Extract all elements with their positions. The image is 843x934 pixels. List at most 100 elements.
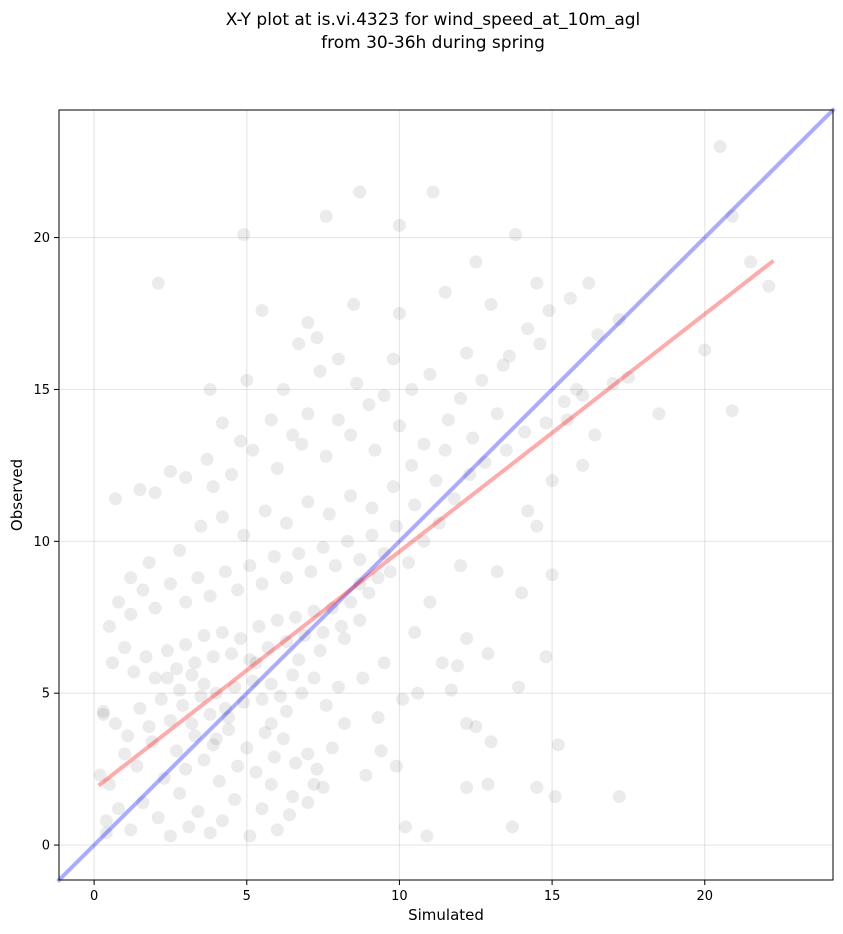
scatter-point <box>194 689 208 703</box>
scatter-point <box>225 467 239 481</box>
scatter-point <box>197 677 211 691</box>
scatter-point <box>252 619 266 633</box>
trend-lines <box>56 107 836 883</box>
scatter-point <box>264 777 278 791</box>
scatter-point <box>276 732 290 746</box>
scatter-point <box>441 413 455 427</box>
scatter-point <box>331 413 345 427</box>
scatter-point <box>481 647 495 661</box>
chart-title-line-2: from 30-36h during spring <box>321 33 545 53</box>
scatter-point <box>145 735 159 749</box>
scatter-point <box>234 434 248 448</box>
scatter-point <box>99 814 113 828</box>
scatter-point <box>502 349 516 363</box>
scatter-point <box>96 704 110 718</box>
scatter-point <box>337 632 351 646</box>
scatter-point <box>127 665 141 679</box>
scatter-point <box>136 796 150 810</box>
scatter-point <box>530 276 544 290</box>
scatter-point <box>383 565 397 579</box>
grid-lines <box>59 110 833 880</box>
scatter-point <box>292 337 306 351</box>
plot-area-frame <box>58 109 834 881</box>
scatter-point <box>377 389 391 403</box>
scatter-point <box>319 449 333 463</box>
scatter-point <box>292 546 306 560</box>
scatter-point <box>279 635 293 649</box>
scatter-point <box>545 568 559 582</box>
scatter-point <box>255 802 269 816</box>
scatter-point <box>243 829 257 843</box>
scatter-point <box>612 789 626 803</box>
scatter-point <box>163 714 177 728</box>
scatter-point <box>188 729 202 743</box>
scatter-point <box>481 777 495 791</box>
scatter-point <box>185 717 199 731</box>
scatter-point <box>386 352 400 366</box>
scatter-point <box>444 683 458 697</box>
y-tick-label: 0 <box>42 839 50 854</box>
scatter-point <box>389 519 403 533</box>
scatter-point <box>353 185 367 199</box>
scatter-point <box>108 492 122 506</box>
scatter-point <box>463 467 477 481</box>
scatter-point <box>331 680 345 694</box>
scatter-point <box>112 595 126 609</box>
scatter-point <box>118 747 132 761</box>
scatter-point <box>133 483 147 497</box>
scatter-point <box>267 750 281 764</box>
scatter-point <box>170 744 184 758</box>
scatter-point <box>173 543 187 557</box>
scatter-point <box>139 650 153 664</box>
scatter-point <box>307 604 321 618</box>
scatter-point <box>447 492 461 506</box>
scatter-point <box>344 428 358 442</box>
scatter-point <box>203 382 217 396</box>
scatter-point <box>744 255 758 269</box>
scatter-point <box>237 695 251 709</box>
scatter-point <box>102 777 116 791</box>
scatter-point <box>365 528 379 542</box>
scatter-point <box>454 392 468 406</box>
scatter-point <box>337 717 351 731</box>
scatter-point <box>499 443 513 457</box>
scatter-point <box>392 419 406 433</box>
scatter-point <box>267 550 281 564</box>
scatter-point <box>203 589 217 603</box>
scatter-point <box>606 376 620 390</box>
scatter-point <box>307 671 321 685</box>
scatter-point <box>508 228 522 242</box>
scatter-point <box>279 571 293 585</box>
x-axis-label: Simulated <box>408 906 484 924</box>
scatter-point <box>505 820 519 834</box>
scatter-point <box>99 826 113 840</box>
scatter-point <box>362 586 376 600</box>
scatter-point <box>310 762 324 776</box>
scatter-point <box>478 455 492 469</box>
scatter-point <box>405 458 419 472</box>
scatter-point <box>347 297 361 311</box>
scatter-point <box>157 771 171 785</box>
scatter-point <box>408 625 422 639</box>
scatter-point <box>258 504 272 518</box>
scatter-point <box>621 370 635 384</box>
scatter-point <box>548 789 562 803</box>
scatter-point <box>484 297 498 311</box>
scatter-point <box>356 671 370 685</box>
scatter-point <box>179 638 193 652</box>
scatter-point <box>240 373 254 387</box>
scatter-point <box>203 707 217 721</box>
y-axis-ticks: 0 5 10 15 20 <box>33 231 59 854</box>
scatter-point <box>368 443 382 457</box>
scatter-points <box>93 139 776 843</box>
scatter-point <box>301 407 315 421</box>
scatter-point <box>460 346 474 360</box>
scatter-point <box>353 577 367 591</box>
scatter-point <box>469 720 483 734</box>
scatter-point <box>408 498 422 512</box>
scatter-point <box>209 686 223 700</box>
scatter-point <box>295 437 309 451</box>
scatter-point <box>411 686 425 700</box>
scatter-point <box>200 452 214 466</box>
